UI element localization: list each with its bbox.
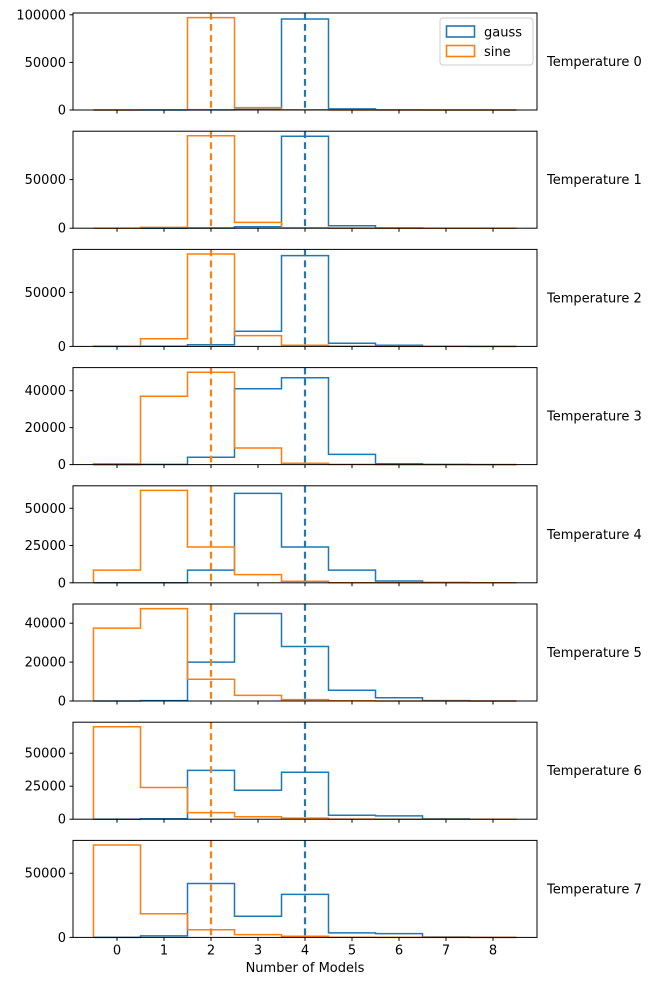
subplot-title: Temperature 1 — [546, 173, 642, 188]
y-tick-label: 40000 — [25, 617, 66, 632]
subplot-temperature-2: 0 50000 Temperature 2 — [25, 248, 642, 355]
y-tick-label: 40000 — [25, 384, 66, 399]
x-tick-label: 0 — [113, 943, 121, 958]
x-tick-label: 8 — [489, 943, 497, 958]
subplot-title: Temperature 6 — [546, 764, 642, 779]
y-tick-label: 0 — [58, 104, 66, 119]
y-tick-label: 50000 — [25, 56, 66, 71]
x-tick-label: 1 — [160, 943, 168, 958]
subplot-title: Temperature 5 — [546, 646, 642, 661]
legend-swatch-gauss — [445, 25, 476, 38]
subplot-title: Temperature 0 — [546, 55, 642, 70]
y-tick-label: 50000 — [25, 867, 66, 882]
y-tick-label: 25000 — [25, 539, 66, 554]
subplot-temperature-4: 0 25000 50000 Temperature 4 — [25, 485, 642, 591]
x-tick-label: 4 — [301, 943, 309, 958]
legend: gauss sine — [439, 17, 534, 66]
y-tick-label: 0 — [58, 813, 66, 828]
subplot-temperature-1: 0 50000 Temperature 1 — [25, 130, 642, 237]
y-tick-label: 20000 — [25, 656, 66, 671]
subplot-temperature-0: 0 50000 100000 Temperature 0 gauss sine — [16, 8, 641, 118]
y-tick-label: 20000 — [25, 421, 66, 436]
y-tick-label: 50000 — [25, 286, 66, 301]
x-tick-label: 7 — [442, 943, 450, 958]
subplot-temperature-7: 0 50000 Temperature 7 0 1 2 3 4 5 6 7 8 Number of Mo… — [25, 839, 642, 976]
x-tick-label: 3 — [254, 943, 262, 958]
legend-label-gauss: gauss — [484, 26, 522, 41]
subplot-temperature-6: 0 25000 50000 Temperature 6 — [25, 721, 642, 828]
y-tick-label: 100000 — [16, 8, 66, 23]
y-tick-label: 0 — [58, 576, 66, 591]
y-tick-label: 50000 — [25, 502, 66, 517]
subplot-title: Temperature 2 — [546, 291, 642, 306]
subplot-temperature-3: 0 20000 40000 Temperature 3 — [25, 367, 642, 473]
y-tick-label: 50000 — [25, 173, 66, 188]
subplot-temperature-5: 0 20000 40000 Temperature 5 — [25, 603, 642, 710]
y-tick-label: 0 — [58, 222, 66, 237]
x-axis-label: Number of Models — [246, 961, 365, 976]
subplot-title: Temperature 3 — [546, 410, 642, 425]
subplot-title: Temperature 4 — [546, 528, 642, 543]
subplot-title: Temperature 7 — [546, 882, 642, 897]
legend-label-sine: sine — [484, 45, 511, 60]
y-tick-label: 25000 — [25, 780, 66, 795]
y-tick-label: 0 — [58, 695, 66, 710]
x-tick-label: 2 — [207, 943, 215, 958]
y-tick-label: 0 — [58, 340, 66, 355]
y-tick-label: 0 — [58, 458, 66, 473]
y-tick-label: 0 — [58, 931, 66, 946]
y-tick-label: 50000 — [25, 747, 66, 762]
x-tick-label: 5 — [348, 943, 356, 958]
x-tick-label: 6 — [395, 943, 403, 958]
legend-swatch-sine — [445, 44, 476, 58]
